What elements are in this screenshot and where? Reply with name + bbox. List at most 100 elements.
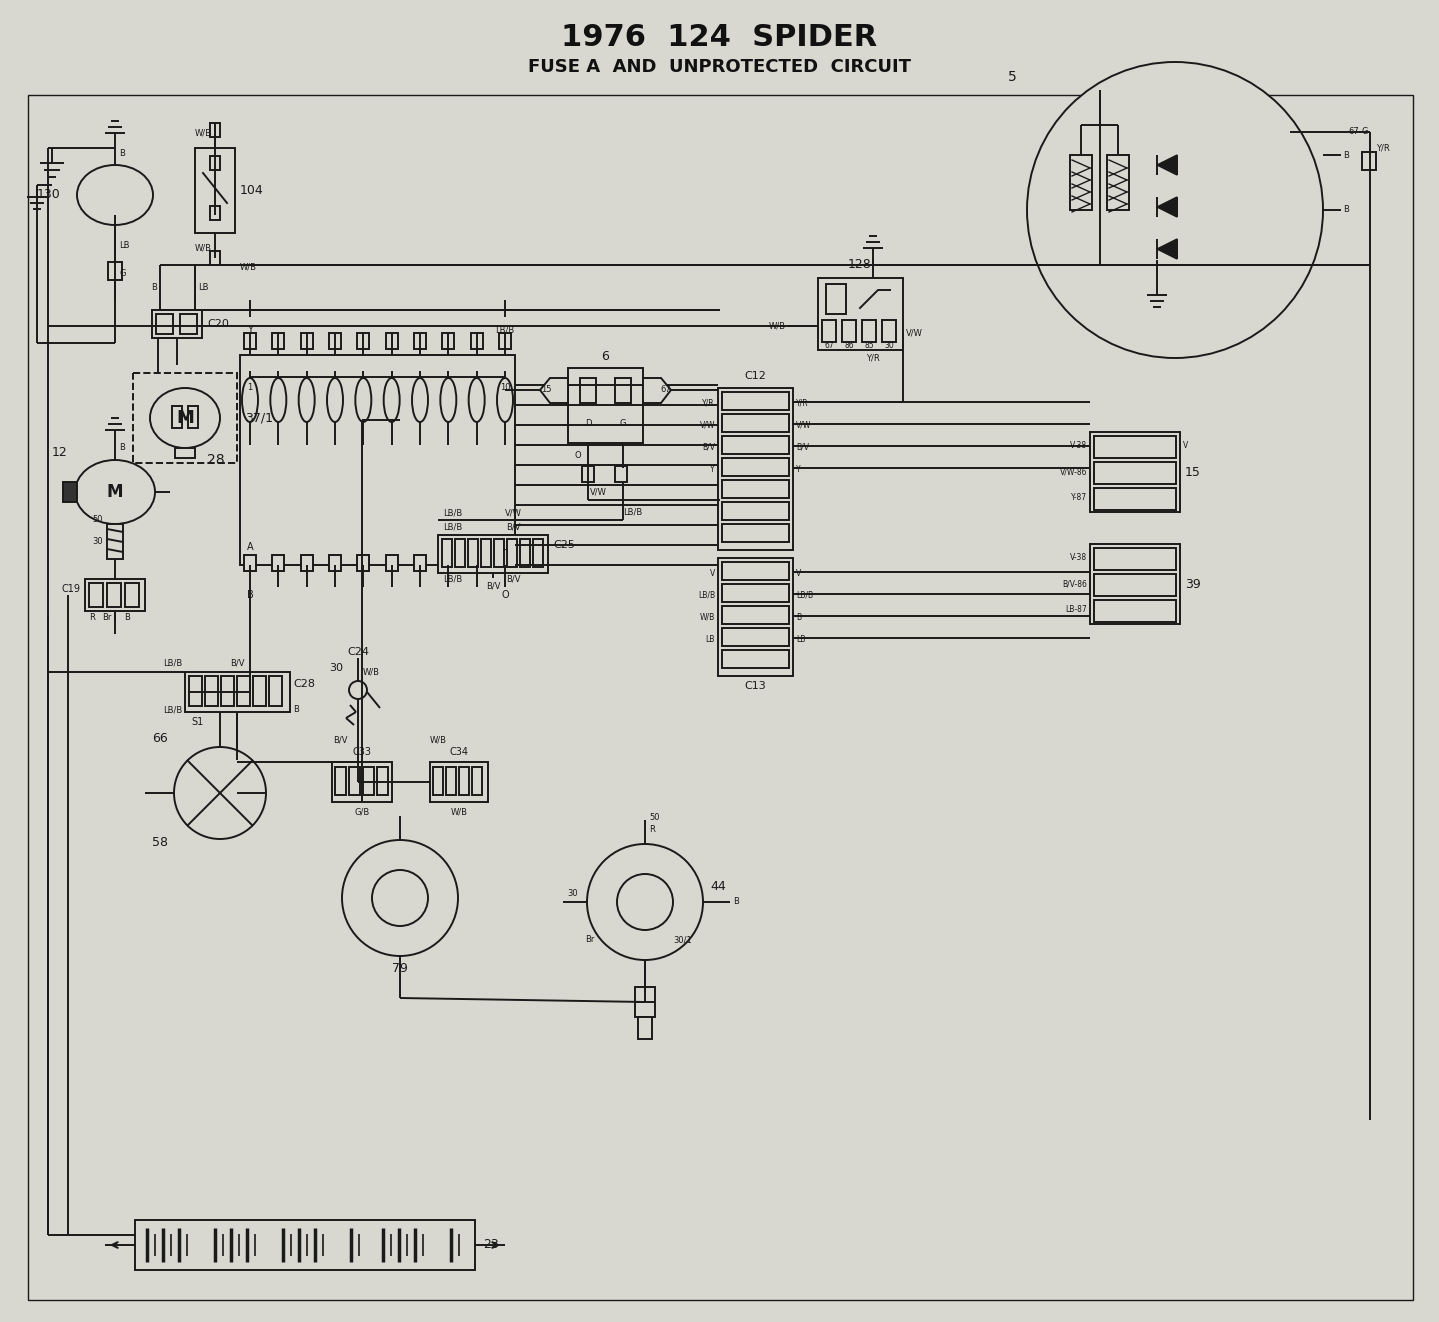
- Text: 1976  124  SPIDER: 1976 124 SPIDER: [561, 24, 878, 53]
- Bar: [718, 558, 793, 676]
- Text: 58: 58: [153, 837, 168, 850]
- Ellipse shape: [384, 378, 400, 422]
- Bar: [722, 502, 789, 520]
- Text: B/V: B/V: [796, 443, 809, 452]
- Text: 15: 15: [541, 386, 551, 394]
- Bar: [350, 767, 360, 795]
- Text: Y/R: Y/R: [1376, 144, 1390, 152]
- Polygon shape: [1157, 155, 1177, 175]
- Bar: [335, 767, 345, 795]
- Bar: [253, 676, 266, 706]
- Bar: [204, 676, 217, 706]
- Bar: [330, 555, 341, 571]
- Bar: [106, 524, 122, 559]
- Bar: [210, 156, 220, 171]
- Bar: [494, 539, 504, 567]
- Text: 23: 23: [484, 1239, 499, 1252]
- Text: 30: 30: [568, 890, 578, 899]
- Bar: [459, 767, 469, 795]
- Bar: [1089, 432, 1180, 512]
- Bar: [532, 539, 543, 567]
- Bar: [363, 767, 374, 795]
- Text: D: D: [584, 419, 591, 427]
- Bar: [186, 672, 291, 713]
- Text: 37/1: 37/1: [245, 411, 273, 424]
- Text: W/B: W/B: [768, 321, 786, 330]
- Text: B: B: [294, 706, 299, 714]
- Text: LB: LB: [199, 283, 209, 291]
- Text: Y: Y: [248, 325, 253, 334]
- Bar: [176, 448, 196, 457]
- Ellipse shape: [355, 378, 371, 422]
- Text: LB/B: LB/B: [796, 591, 813, 599]
- Bar: [189, 676, 201, 706]
- Text: W/B: W/B: [699, 612, 715, 621]
- Bar: [499, 333, 511, 349]
- Bar: [245, 555, 256, 571]
- Bar: [1094, 461, 1176, 484]
- Text: B/V: B/V: [332, 735, 347, 744]
- Bar: [882, 320, 896, 342]
- Bar: [272, 333, 285, 349]
- Bar: [1094, 600, 1176, 621]
- Text: LB-87: LB-87: [1065, 605, 1086, 615]
- Bar: [330, 333, 341, 349]
- Bar: [414, 333, 426, 349]
- Text: V/W: V/W: [505, 509, 521, 517]
- Bar: [245, 333, 256, 349]
- Bar: [414, 555, 426, 571]
- Bar: [826, 284, 846, 315]
- Text: 66: 66: [153, 731, 168, 744]
- Bar: [722, 414, 789, 432]
- Text: LB/B: LB/B: [443, 575, 462, 583]
- Ellipse shape: [496, 378, 512, 422]
- Bar: [1361, 152, 1376, 171]
- Bar: [301, 555, 312, 571]
- Circle shape: [342, 839, 458, 956]
- Text: Y: Y: [711, 464, 715, 473]
- Bar: [106, 583, 121, 607]
- Bar: [222, 676, 235, 706]
- Bar: [442, 539, 452, 567]
- Bar: [132, 373, 237, 463]
- Text: 85: 85: [865, 341, 873, 350]
- Bar: [580, 378, 596, 403]
- Bar: [332, 761, 391, 802]
- Text: O: O: [574, 452, 581, 460]
- Text: B/V: B/V: [486, 582, 501, 591]
- Bar: [722, 480, 789, 498]
- Text: V/W-86: V/W-86: [1059, 468, 1086, 476]
- Text: Br: Br: [102, 612, 112, 621]
- Bar: [862, 320, 876, 342]
- Text: 28: 28: [207, 453, 224, 467]
- Bar: [196, 148, 235, 233]
- Bar: [468, 539, 478, 567]
- Text: B: B: [246, 590, 253, 600]
- Text: V/W: V/W: [699, 420, 715, 430]
- Text: Y/R: Y/R: [866, 353, 879, 362]
- Bar: [210, 123, 220, 137]
- Bar: [499, 555, 511, 571]
- Text: 30: 30: [92, 538, 104, 546]
- Text: B/V: B/V: [702, 443, 715, 452]
- Text: LB/B: LB/B: [163, 706, 181, 714]
- Bar: [189, 406, 199, 428]
- Text: C25: C25: [553, 539, 574, 550]
- Text: B: B: [732, 898, 738, 907]
- Text: 10: 10: [499, 382, 511, 391]
- Text: LB: LB: [119, 241, 130, 250]
- Text: 67: 67: [825, 341, 833, 350]
- Text: 130: 130: [36, 189, 60, 201]
- Bar: [507, 539, 517, 567]
- Bar: [437, 535, 548, 572]
- Bar: [471, 555, 482, 571]
- Text: LB/B: LB/B: [698, 591, 715, 599]
- Text: Br: Br: [586, 936, 594, 944]
- Text: G: G: [620, 419, 626, 427]
- Text: V: V: [1183, 442, 1189, 451]
- Circle shape: [174, 747, 266, 839]
- Bar: [357, 555, 370, 571]
- Text: 67: 67: [661, 386, 672, 394]
- Ellipse shape: [327, 378, 342, 422]
- Bar: [1071, 155, 1092, 210]
